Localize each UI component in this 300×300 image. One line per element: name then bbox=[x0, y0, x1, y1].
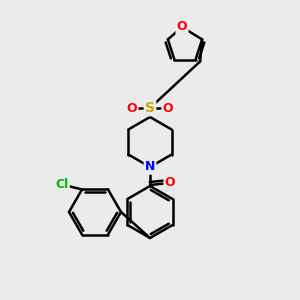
Text: O: O bbox=[127, 101, 137, 115]
Text: O: O bbox=[163, 101, 173, 115]
Text: O: O bbox=[165, 176, 175, 190]
Text: N: N bbox=[145, 160, 155, 173]
Text: Cl: Cl bbox=[56, 178, 69, 191]
Text: O: O bbox=[177, 20, 187, 34]
Text: S: S bbox=[145, 101, 155, 115]
